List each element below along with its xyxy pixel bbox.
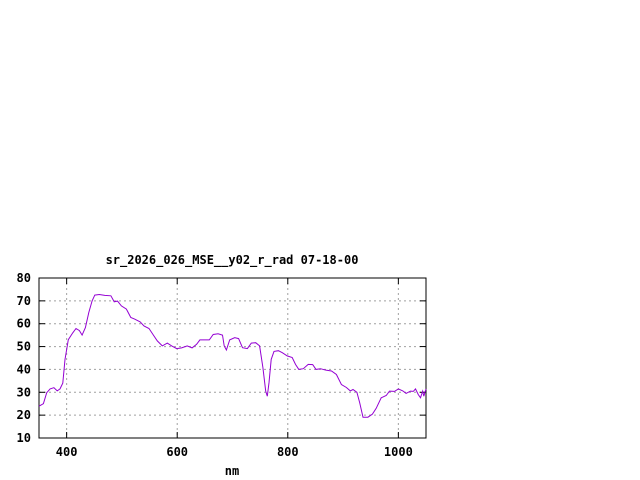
y-tick-label: 60 [17, 317, 31, 331]
y-tick-label: 40 [17, 362, 31, 376]
chart-title: sr_2026_026_MSE__y02_r_rad 07-18-00 [106, 253, 359, 268]
y-tick-label: 80 [17, 271, 31, 285]
y-tick-label: 50 [17, 340, 31, 354]
grid [39, 278, 426, 438]
x-tick-label: 1000 [384, 445, 413, 459]
y-tick-label: 20 [17, 408, 31, 422]
y-tick-label: 70 [17, 294, 31, 308]
plot-border [38, 277, 427, 439]
x-axis-label: nm [225, 464, 239, 478]
x-tick-label: 400 [56, 445, 78, 459]
x-tick-label: 800 [277, 445, 299, 459]
x-tick-label: 600 [166, 445, 188, 459]
series-line [38, 293, 427, 418]
axis-ticks: 400 600 800 1000 10 20 30 40 50 60 70 80 [17, 271, 426, 459]
y-tick-label: 30 [17, 385, 31, 399]
y-tick-label: 10 [17, 431, 31, 445]
